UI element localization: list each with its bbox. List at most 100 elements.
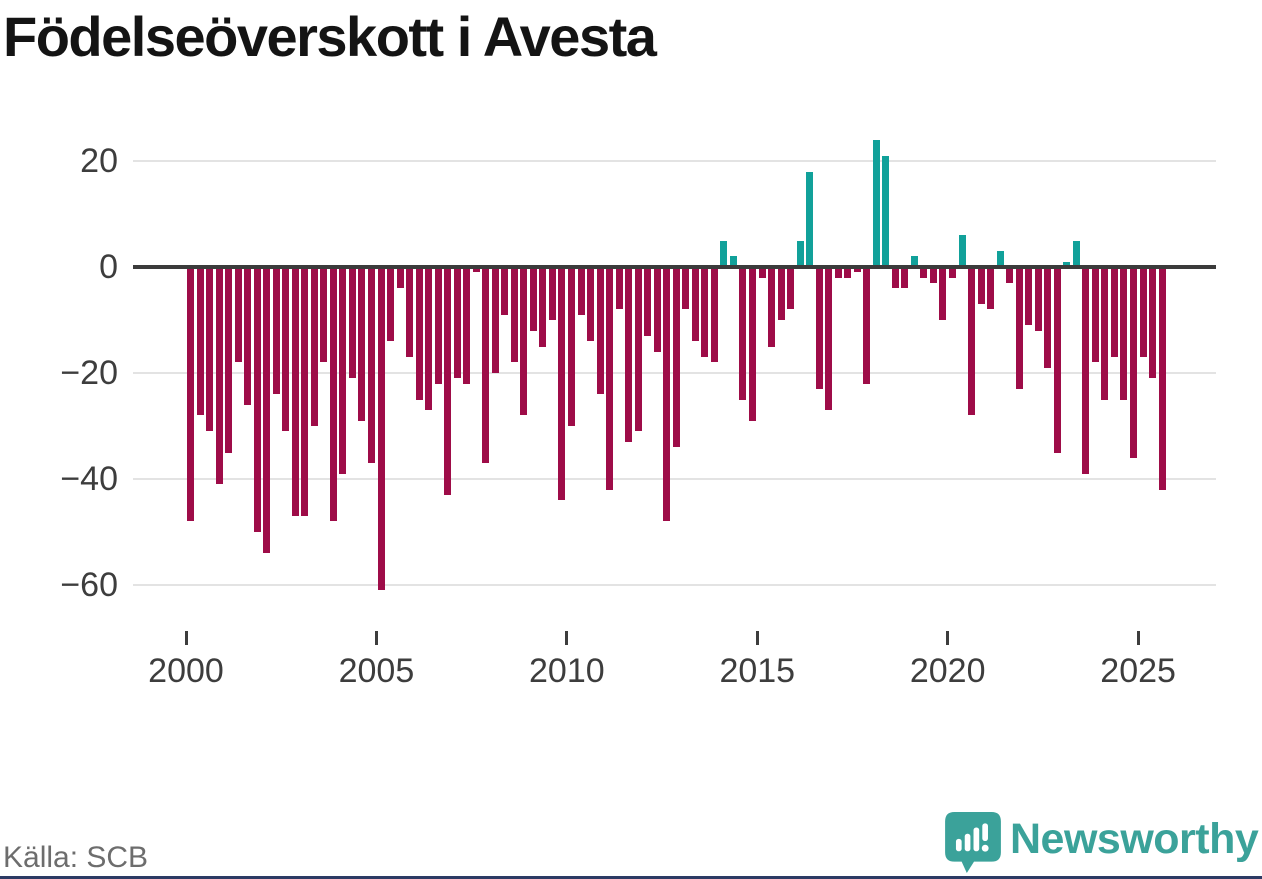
bar [729, 256, 737, 267]
bar [1025, 267, 1033, 326]
bar [558, 267, 566, 501]
bar [929, 267, 937, 283]
bar [987, 267, 995, 310]
bar [272, 267, 280, 395]
bar [1034, 267, 1042, 331]
bar [196, 267, 204, 416]
bar [596, 267, 604, 395]
bar [910, 256, 918, 267]
gridline [133, 584, 1216, 586]
x-tick-label: 2025 [1100, 652, 1176, 690]
bar [834, 267, 842, 278]
x-tick-label: 2020 [909, 652, 986, 690]
bar [434, 267, 442, 384]
zero-line [133, 265, 1216, 269]
bar [1158, 267, 1166, 490]
bar [644, 267, 652, 336]
bar [872, 139, 880, 267]
bar [215, 267, 223, 485]
bar [587, 267, 595, 342]
newsworthy-logo-text: Newsworthy [1010, 815, 1259, 863]
bar [977, 267, 985, 305]
source-note: Källa: SCB [3, 841, 149, 874]
bar [234, 267, 242, 363]
bar [1006, 267, 1014, 283]
bar [453, 267, 461, 379]
bar [377, 267, 385, 591]
bar [291, 267, 299, 517]
bar [1082, 267, 1090, 474]
bar [263, 267, 271, 554]
bar [187, 267, 194, 522]
bar [891, 267, 899, 289]
bar [510, 267, 518, 363]
bar [425, 267, 433, 411]
bar [844, 267, 852, 278]
bar [634, 267, 642, 432]
x-tick-mark [184, 631, 188, 645]
bar [463, 267, 471, 384]
bar [739, 267, 747, 400]
chart-title: Födelseöverskott i Avesta [3, 5, 657, 68]
gridline [133, 478, 1216, 480]
bar [1091, 267, 1099, 363]
bar [996, 251, 1004, 267]
bar [710, 267, 718, 363]
x-tick-label: 2000 [148, 652, 224, 690]
bar [348, 267, 356, 379]
bar [1072, 240, 1080, 267]
bar [415, 267, 423, 400]
bar [539, 267, 547, 347]
bar [310, 267, 318, 426]
newsworthy-logo: Newsworthy [944, 811, 1262, 873]
bar [1120, 267, 1128, 400]
bar [796, 240, 804, 267]
x-tick-mark [1136, 631, 1140, 645]
bar [748, 267, 756, 421]
bar [1053, 267, 1061, 453]
bar [939, 267, 947, 320]
bar [491, 267, 499, 373]
bar [968, 267, 976, 416]
bar [225, 267, 233, 453]
bar [682, 267, 690, 310]
newsworthy-speech-bubble-chart-icon [945, 812, 1001, 873]
bar [329, 267, 337, 522]
bar [206, 267, 214, 432]
bar [663, 267, 671, 522]
bar [901, 267, 909, 289]
bar [568, 267, 575, 426]
bar [282, 267, 290, 432]
bar [529, 267, 537, 331]
x-tick-mark [755, 631, 759, 645]
y-tick-label: −20 [60, 354, 118, 392]
bar [825, 267, 833, 411]
bar [367, 267, 375, 464]
bar [1101, 267, 1109, 400]
bar [396, 267, 404, 289]
bar [577, 267, 585, 315]
bar [1129, 267, 1137, 458]
x-tick-label: 2015 [719, 652, 796, 690]
bar [920, 267, 928, 278]
bar [863, 267, 871, 384]
bar [406, 267, 414, 358]
bar [1063, 261, 1071, 267]
bar [758, 267, 766, 278]
bar [949, 267, 956, 278]
bar [301, 267, 309, 517]
bar [387, 267, 395, 342]
bar [615, 267, 623, 310]
bar [253, 267, 261, 532]
bar [548, 267, 556, 320]
bar [339, 267, 347, 474]
y-tick-label: −40 [60, 460, 118, 498]
y-tick-label: 20 [80, 142, 118, 180]
bar [320, 267, 328, 363]
y-tick-label: 0 [99, 248, 118, 286]
bar [244, 267, 252, 405]
bar [625, 267, 633, 442]
bar [1139, 267, 1147, 358]
bar [691, 267, 699, 342]
